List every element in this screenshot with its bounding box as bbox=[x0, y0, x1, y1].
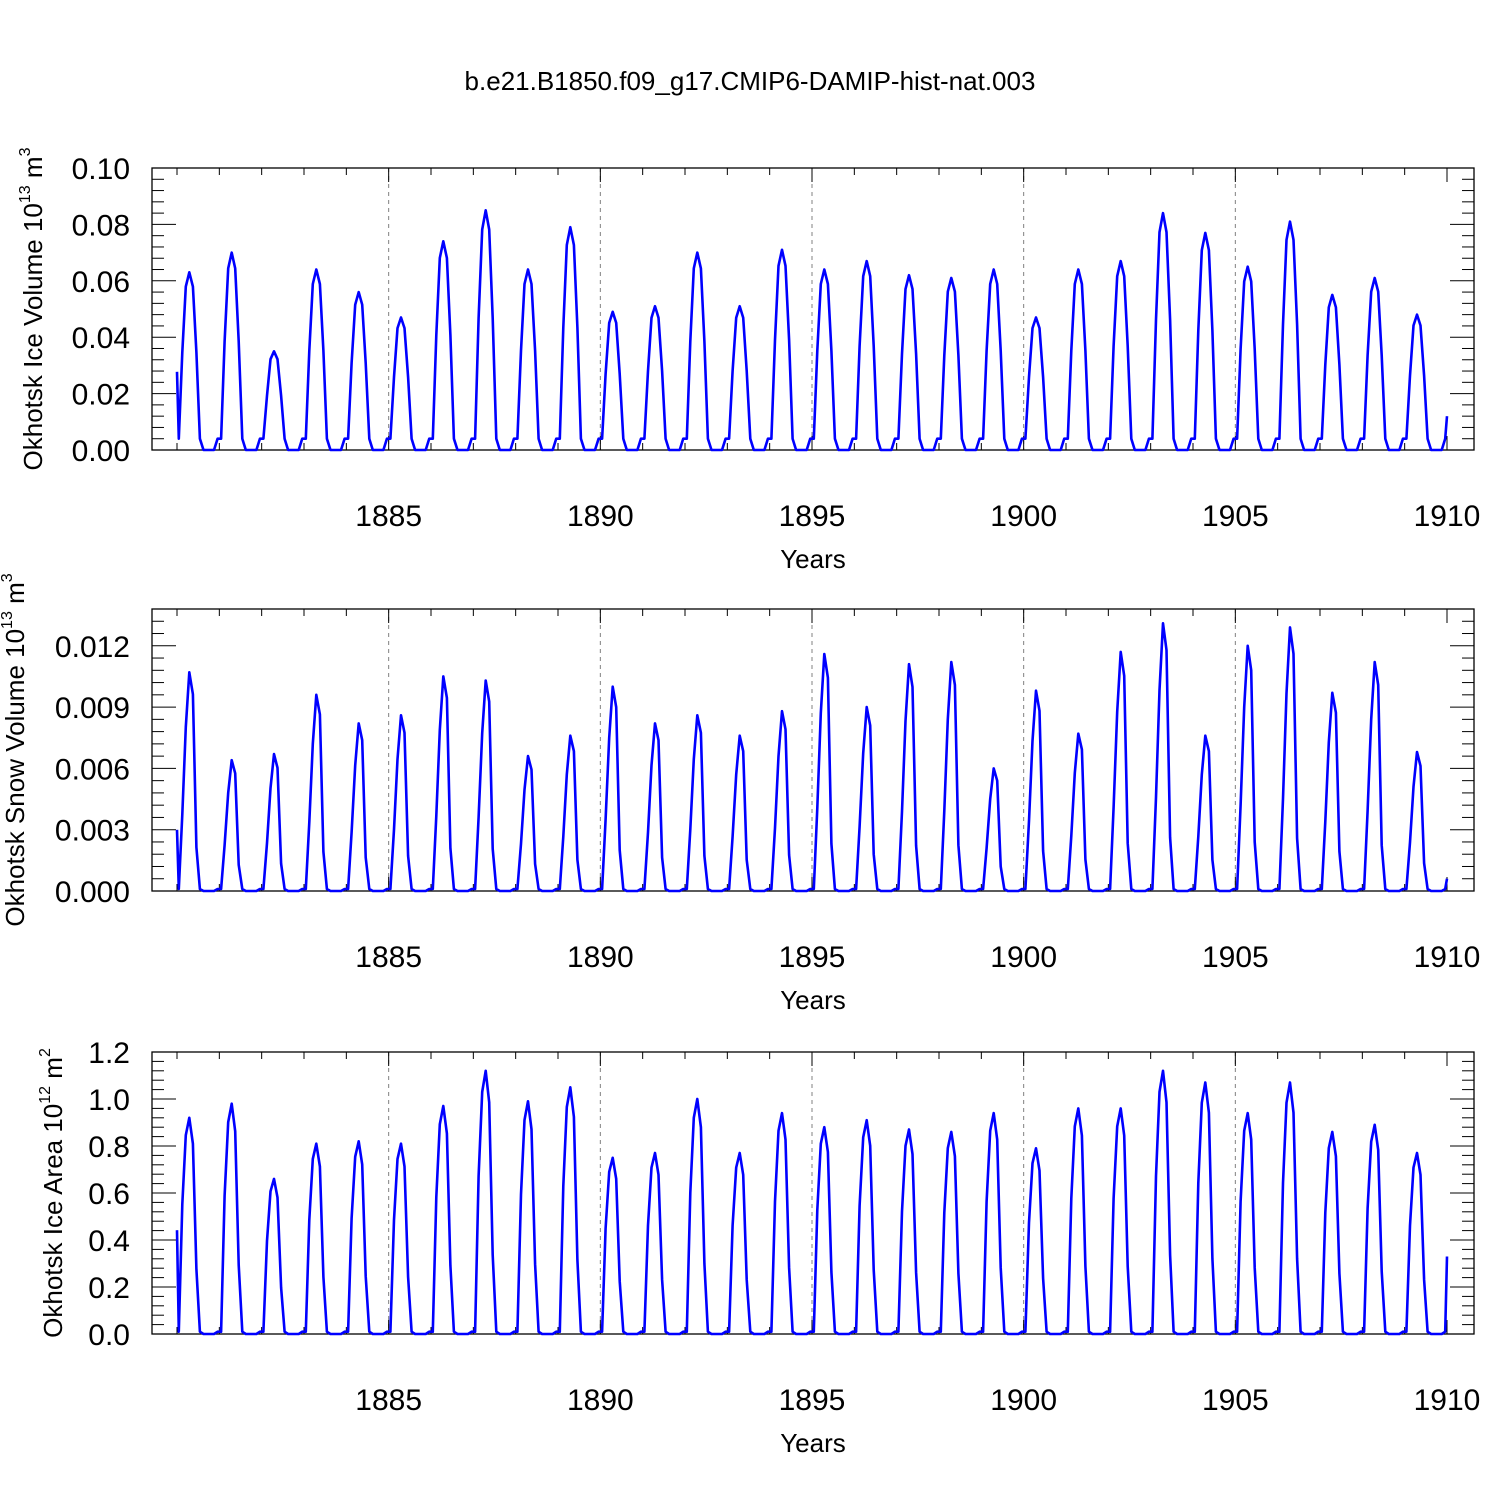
x-tick-label: 1900 bbox=[990, 941, 1057, 974]
x-tick-label: 1895 bbox=[779, 1384, 846, 1417]
x-tick-label: 1900 bbox=[990, 500, 1057, 533]
y-tick-label: 1.0 bbox=[88, 1084, 130, 1117]
y-tick-label: 0.4 bbox=[88, 1225, 130, 1258]
y-tick-label: 0.000 bbox=[55, 876, 130, 909]
y-tick-label: 0.06 bbox=[72, 266, 130, 299]
x-tick-label: 1910 bbox=[1414, 941, 1481, 974]
x-tick-label: 1910 bbox=[1414, 500, 1481, 533]
y-tick-label: 0.8 bbox=[88, 1131, 130, 1164]
y-tick-label: 0.10 bbox=[72, 153, 130, 186]
y-axis-label: Okhotsk Snow Volume 1013 m3 bbox=[0, 573, 30, 926]
chart-panel-2: 1885 1890 1895 1900 1905 1910 Years 0.000 0.003 0… bbox=[0, 573, 1480, 1015]
x-tick-label: 1885 bbox=[355, 500, 422, 533]
series-line-1 bbox=[175, 1069, 1449, 1336]
x-tick-label: 1885 bbox=[355, 1384, 422, 1417]
x-tick-label: 1895 bbox=[779, 500, 846, 533]
y-tick-label: 0.003 bbox=[55, 815, 130, 848]
y-tick-label: 0.009 bbox=[55, 692, 130, 725]
x-axis-label: Years bbox=[780, 544, 846, 574]
plot-frame bbox=[151, 608, 1475, 892]
series-line-1 bbox=[175, 622, 1449, 893]
y-tick-label: 0.00 bbox=[72, 435, 130, 468]
chart-panel-3: 1885 1890 1895 1900 1905 1910 Years 0.0 0.2 0.4 0.… bbox=[37, 1037, 1480, 1458]
y-tick-label: 0.02 bbox=[72, 379, 130, 412]
y-tick-label: 1.2 bbox=[88, 1037, 130, 1070]
x-tick-label: 1905 bbox=[1202, 941, 1269, 974]
y-axis-label: Okhotsk Ice Volume 1013 m3 bbox=[17, 147, 48, 470]
x-tick-label: 1890 bbox=[567, 1384, 634, 1417]
y-tick-label: 0.006 bbox=[55, 753, 130, 786]
x-tick-label: 1905 bbox=[1202, 1384, 1269, 1417]
y-tick-label: 0.0 bbox=[88, 1319, 130, 1352]
y-tick-label: 0.6 bbox=[88, 1178, 130, 1211]
series-line-1 bbox=[175, 209, 1449, 452]
y-tick-label: 0.2 bbox=[88, 1272, 130, 1305]
x-tick-label: 1885 bbox=[355, 941, 422, 974]
figure-title: b.e21.B1850.f09_g17.CMIP6-DAMIP-hist-nat… bbox=[465, 66, 1036, 96]
y-tick-label: 0.012 bbox=[55, 631, 130, 664]
y-tick-label: 0.04 bbox=[72, 322, 130, 355]
y-axis-label: Okhotsk Ice Area 1012 m2 bbox=[37, 1048, 68, 1338]
x-axis-label: Years bbox=[780, 985, 846, 1015]
chart-panel-1: 1885 1890 1895 1900 1905 1910 Years 0.00 0.02 0.0… bbox=[17, 147, 1480, 574]
x-tick-label: 1905 bbox=[1202, 500, 1269, 533]
x-tick-label: 1890 bbox=[567, 941, 634, 974]
x-tick-label: 1910 bbox=[1414, 1384, 1481, 1417]
x-axis-label: Years bbox=[780, 1428, 846, 1458]
y-tick-label: 0.08 bbox=[72, 209, 130, 242]
plot-frame bbox=[151, 167, 1475, 451]
x-tick-label: 1890 bbox=[567, 500, 634, 533]
x-tick-label: 1900 bbox=[990, 1384, 1057, 1417]
x-tick-label: 1895 bbox=[779, 941, 846, 974]
